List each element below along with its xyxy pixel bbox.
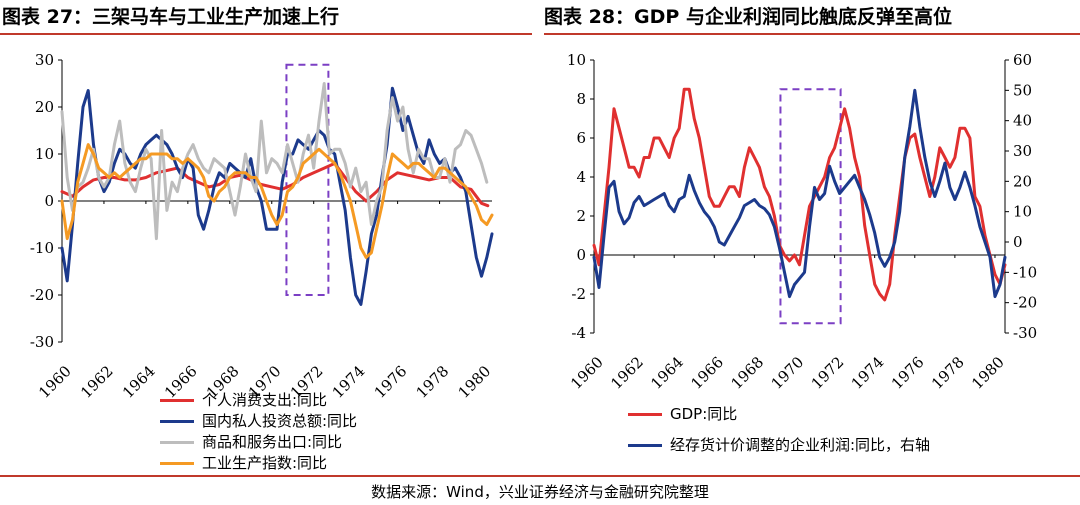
x-tick-label-right: 1976 [888, 353, 928, 393]
y2-tick-label-right: 50 [1013, 81, 1032, 99]
x-tick-label-left: 1980 [455, 362, 495, 402]
y-tick-label-right: -2 [571, 285, 586, 303]
x-tick-label-right: 1964 [647, 353, 687, 393]
legend-item: 工业生产指数:同比 [160, 452, 327, 474]
y-tick-label-left: -10 [30, 239, 54, 257]
legend-item: GDP:同比 [628, 403, 737, 425]
x-tick-label-right: 1966 [687, 353, 727, 393]
legend-swatch [160, 399, 194, 402]
y-tick-label-right: 2 [576, 207, 586, 225]
title-divider-right [544, 33, 1080, 35]
y-tick-label-left: -30 [30, 333, 54, 351]
x-tick-label-left: 1976 [371, 362, 411, 402]
y2-tick-label-right: 60 [1013, 51, 1032, 69]
x-tick-label-left: 1964 [119, 362, 159, 402]
y2-tick-label-right: 40 [1013, 112, 1032, 130]
y-tick-label-left: 30 [35, 51, 54, 69]
highlight-box-left [285, 63, 330, 296]
legend-label: 经存货计价调整的企业利润:同比，右轴 [670, 436, 931, 454]
series-line-left-2 [60, 82, 489, 241]
y2-tick-label-right: -20 [1013, 294, 1037, 312]
chart-title-right: 图表 28：GDP 与企业利润同比触底反弹至高位 [544, 6, 952, 28]
y2-tick-label-right: -10 [1013, 263, 1037, 281]
legend-label: 工业生产指数:同比 [202, 454, 328, 472]
legend-swatch [628, 413, 662, 416]
y-tick-label-left: 20 [35, 98, 54, 116]
x-tick-label-right: 1972 [808, 353, 848, 393]
series-line-left-1 [60, 86, 494, 306]
x-tick-label-right: 1980 [968, 353, 1008, 393]
series-line-right-0 [592, 87, 1007, 302]
y2-tick-label-right: 20 [1013, 172, 1032, 190]
title-divider-left [0, 33, 532, 35]
series-line-right-1 [592, 88, 1007, 299]
y2-tick-label-right: 10 [1013, 203, 1032, 221]
y-tick-label-left: 10 [35, 145, 54, 163]
legend-label: 商品和服务出口:同比 [202, 433, 343, 451]
x-tick-label-right: 1978 [928, 353, 968, 393]
series-line-left-0 [60, 161, 490, 208]
y-tick-label-right: 6 [576, 129, 586, 147]
y-tick-label-right: 8 [576, 90, 586, 108]
y2-tick-label-right: 30 [1013, 142, 1032, 160]
x-tick-label-right: 1974 [848, 353, 888, 393]
x-tick-label-left: 1960 [35, 362, 75, 402]
legend-swatch [160, 462, 194, 465]
x-tick-label-left: 1978 [413, 362, 453, 402]
y-tick-label-right: 10 [567, 51, 586, 69]
x-tick-label-left: 1974 [329, 362, 369, 402]
legend-label: 国内私人投资总额:同比 [202, 412, 358, 430]
y2-tick-label-right: 0 [1013, 233, 1023, 251]
chart-title-left: 图表 27：三架马车与工业生产加速上行 [2, 6, 340, 28]
y2-tick-label-right: -30 [1013, 324, 1037, 342]
x-tick-label-right: 1962 [607, 353, 647, 393]
source-note: 数据来源：Wind，兴业证券经济与金融研究院整理 [371, 483, 709, 501]
legend-label: GDP:同比 [670, 405, 738, 423]
y-tick-label-right: -4 [571, 324, 586, 342]
highlight-box-right [779, 88, 842, 325]
legend-item: 国内私人投资总额:同比 [160, 410, 357, 432]
x-tick-label-right: 1960 [567, 353, 607, 393]
legend-item: 经存货计价调整的企业利润:同比，右轴 [628, 434, 930, 456]
legend-item: 个人消费支出:同比 [160, 389, 327, 411]
legend-swatch [160, 420, 194, 423]
legend-item: 商品和服务出口:同比 [160, 431, 342, 453]
source-divider [0, 475, 1080, 477]
y-tick-label-right: 0 [576, 246, 586, 264]
x-tick-label-right: 1968 [727, 353, 767, 393]
y-tick-label-left: 0 [44, 192, 54, 210]
y-tick-label-right: 4 [576, 168, 586, 186]
y-tick-label-left: -20 [30, 286, 54, 304]
legend-swatch [628, 444, 662, 447]
x-tick-label-right: 1970 [768, 353, 808, 393]
legend-label: 个人消费支出:同比 [202, 391, 328, 409]
series-line-left-3 [60, 143, 494, 259]
x-tick-label-left: 1962 [77, 362, 117, 402]
legend-swatch [160, 441, 194, 444]
